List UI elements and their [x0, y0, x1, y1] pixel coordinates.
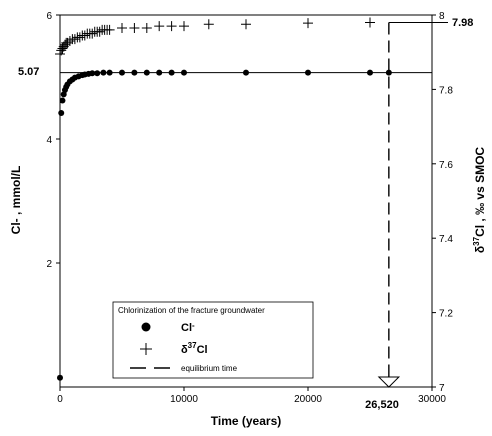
right-tick-label: 7.4: [439, 234, 453, 245]
cl-point: [143, 69, 150, 76]
cl-point: [156, 69, 163, 76]
left-tick-label: 2: [46, 259, 52, 270]
d37cl-point: [166, 21, 177, 32]
cl-point: [94, 70, 101, 77]
left-tick-label: 4: [46, 135, 52, 146]
x-axis-title: Time (years): [211, 414, 281, 428]
d37cl-point: [74, 32, 85, 43]
cl-point: [181, 69, 187, 76]
x-tick-label: 0: [57, 394, 63, 405]
d37cl-point: [117, 23, 127, 34]
series-d37cl: [55, 17, 375, 60]
equilibrium-time-arrow: [377, 376, 401, 388]
d37cl-point: [303, 18, 313, 29]
right-tick-label: 7.2: [439, 309, 453, 320]
plot-frame: [59, 14, 433, 388]
right-tick-label: 7.8: [439, 85, 453, 96]
x-tick-label: 30000: [418, 394, 446, 405]
right-axis-title: δ37Cl , ‰ vs SMOC: [472, 147, 487, 254]
d37cl-point: [203, 19, 214, 30]
cl-point: [106, 69, 113, 76]
cl-point: [58, 109, 65, 116]
d37cl-point: [94, 26, 105, 37]
cl-point: [131, 69, 138, 76]
right-tick-label: 7: [439, 383, 445, 394]
equilibrium-time-label: 26,520: [365, 399, 399, 411]
d37cl-point: [179, 21, 189, 32]
d37cl-equilibrium-label: 7.98: [452, 17, 473, 29]
legend-cl-text: Cl: [181, 322, 192, 334]
right-axis-title-rest: Cl , ‰ vs SMOC: [473, 147, 487, 237]
cl-point: [385, 69, 392, 76]
legend: Chlorinization of the fracture groundwat…: [112, 301, 314, 379]
d37cl-point: [129, 23, 140, 34]
cl-point: [119, 69, 125, 76]
legend-d37cl-superscript: 37: [188, 341, 197, 350]
cl-point: [100, 69, 107, 76]
d37cl-point: [241, 19, 251, 30]
cl-point: [168, 69, 175, 76]
left-axis-ticks: 2 4 6: [46, 11, 60, 270]
right-axis-title-prefix: δ: [473, 246, 487, 253]
cl-point: [305, 69, 311, 76]
legend-d37cl-suffix: Cl: [197, 344, 208, 356]
cl-point: [59, 97, 66, 104]
d37cl-point: [64, 36, 75, 47]
d37cl-point: [154, 21, 165, 32]
legend-equilibrium-label: equilibrium time: [181, 364, 238, 373]
cl-point: [89, 70, 96, 77]
legend-d37cl-marker: [140, 343, 152, 355]
right-axis-title-superscript: 37: [472, 236, 481, 245]
x-tick-label: 20000: [294, 394, 322, 405]
legend-cl-marker: [141, 322, 151, 332]
x-axis-ticks: 0 10000 20000 30000: [57, 387, 446, 405]
right-tick-label: 7.6: [439, 160, 453, 171]
d37cl-point: [141, 23, 152, 34]
legend-cl-label: Cl-: [181, 321, 195, 334]
right-axis-ticks: 7 7.2 7.4 7.6 7.8 8: [432, 11, 453, 394]
legend-d37cl-prefix: δ: [181, 344, 188, 356]
d37cl-point: [79, 30, 90, 41]
legend-box: [112, 301, 314, 379]
right-tick-label: 8: [439, 11, 445, 22]
x-tick-label: 10000: [170, 394, 198, 405]
legend-d37cl-label: δ37Cl: [181, 341, 208, 356]
d37cl-point: [87, 28, 98, 39]
d37cl-point: [69, 34, 80, 45]
d37cl-point: [365, 17, 375, 28]
series-cl: [57, 69, 392, 381]
cl-point: [57, 374, 63, 381]
legend-cl-superscript: -: [192, 321, 195, 330]
d37cl-point: [104, 24, 115, 35]
cl-point: [367, 69, 373, 76]
legend-title: Chlorinization of the fracture groundwat…: [118, 306, 265, 315]
left-axis-title: Cl- , mmol/L: [9, 166, 23, 235]
cl-equilibrium-label: 5.07: [18, 66, 39, 78]
cl-point: [243, 69, 249, 76]
left-tick-label: 6: [46, 11, 52, 22]
